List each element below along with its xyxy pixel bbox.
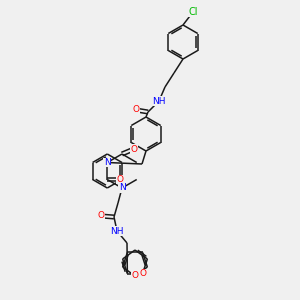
Text: N: N [118,184,125,193]
Text: NH: NH [152,97,166,106]
Text: N: N [104,158,111,167]
Text: O: O [117,175,124,184]
Text: O: O [130,145,137,154]
Text: O: O [131,272,139,280]
Text: NH: NH [110,226,124,236]
Text: O: O [133,106,140,115]
Text: Cl: Cl [188,7,198,17]
Text: O: O [139,269,146,278]
Text: O: O [98,212,104,220]
